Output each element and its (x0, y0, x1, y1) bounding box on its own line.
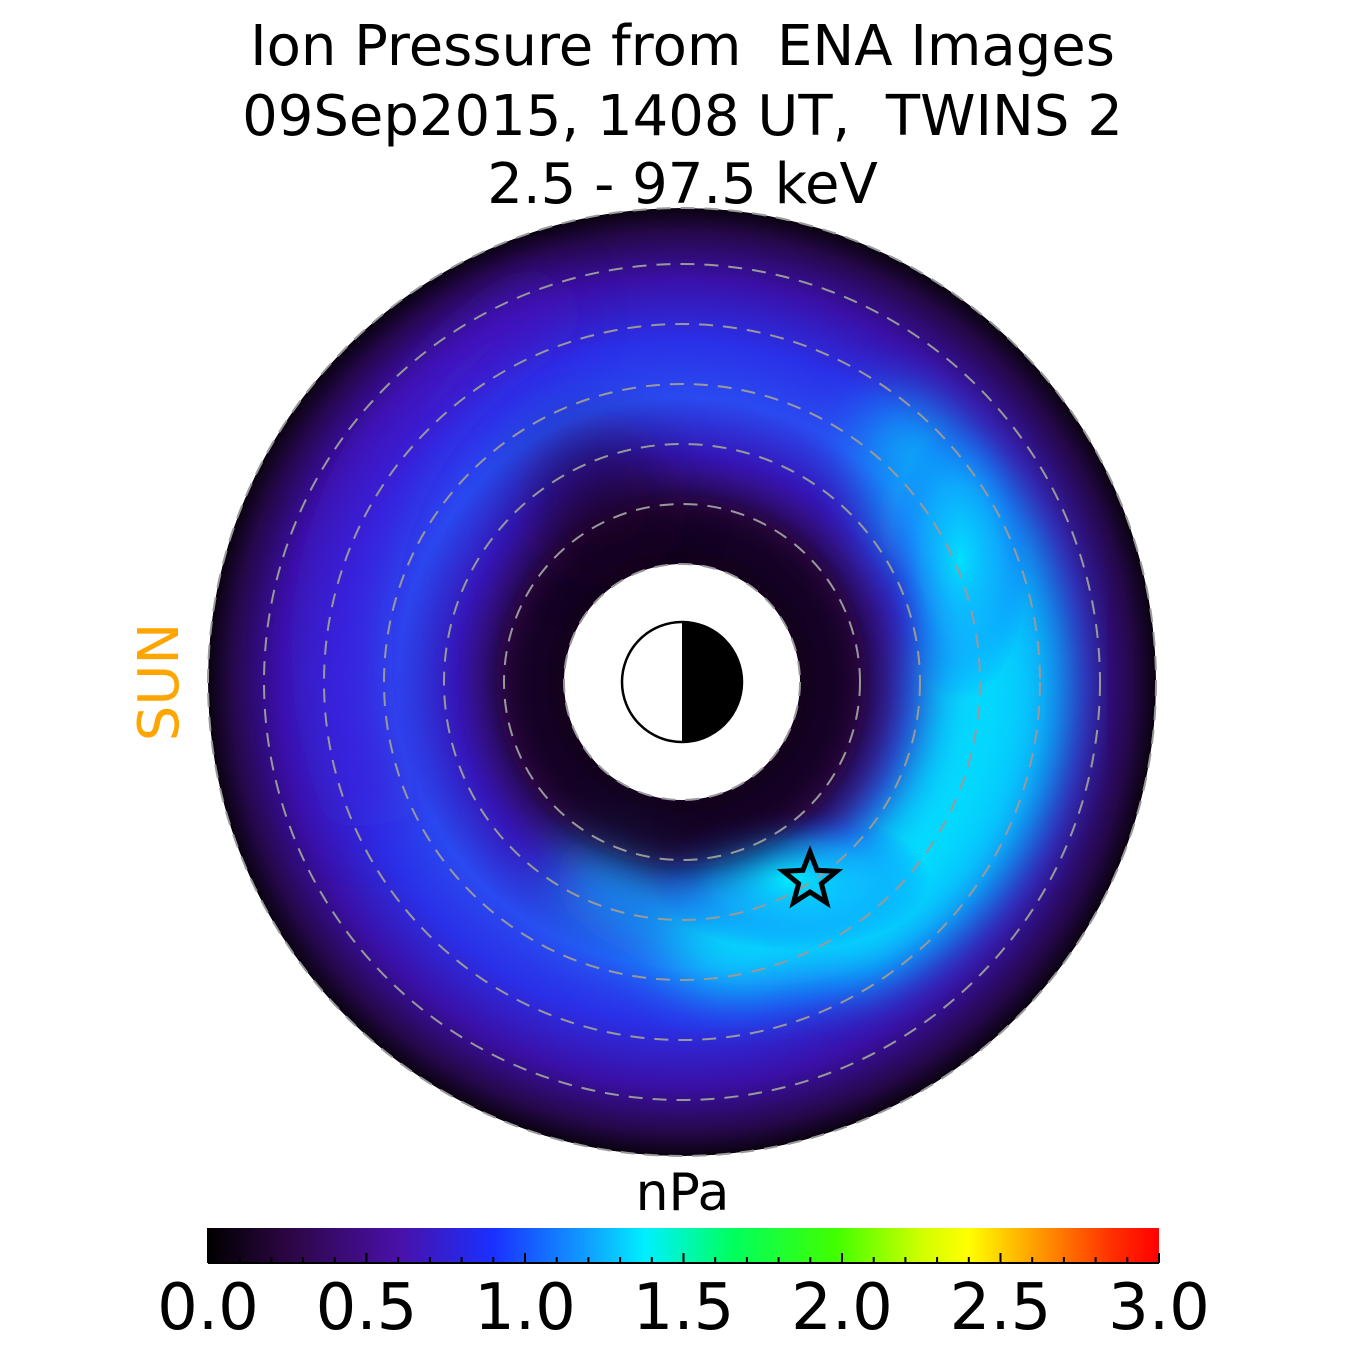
star-marker-icon (776, 845, 844, 909)
grid-circle (323, 323, 1041, 1041)
colorbar-unit-label: nPa (635, 1163, 730, 1223)
grid-circle (503, 503, 861, 861)
chart-title-line-2: 09Sep2015, 1408 UT, TWINS 2 (242, 84, 1123, 149)
grid-circle (563, 563, 801, 801)
grid-circle (207, 207, 1157, 1157)
grid-circle (263, 263, 1101, 1101)
grid-circle (443, 443, 921, 921)
colorbar-tick-label: 0.5 (315, 1271, 418, 1345)
sun-direction-label: SUN (127, 622, 192, 742)
colorbar-tick-label: 3.0 (1108, 1271, 1210, 1345)
colorbar (207, 1228, 1160, 1264)
grid-circles (207, 207, 1157, 1157)
chart-title-line-3: 2.5 - 97.5 keV (487, 152, 878, 217)
colorbar-tick-label: 2.0 (791, 1271, 893, 1345)
chart-title-line-1: Ion Pressure from ENA Images (250, 14, 1115, 79)
grid-circle (383, 383, 981, 981)
colorbar-tick-label: 1.0 (474, 1271, 576, 1345)
colorbar-tick-label: 0.0 (157, 1271, 259, 1345)
earth-icon (620, 620, 744, 744)
colorbar-tick-label: 2.5 (949, 1271, 1052, 1345)
colorbar-tick-label: 1.5 (632, 1271, 735, 1345)
